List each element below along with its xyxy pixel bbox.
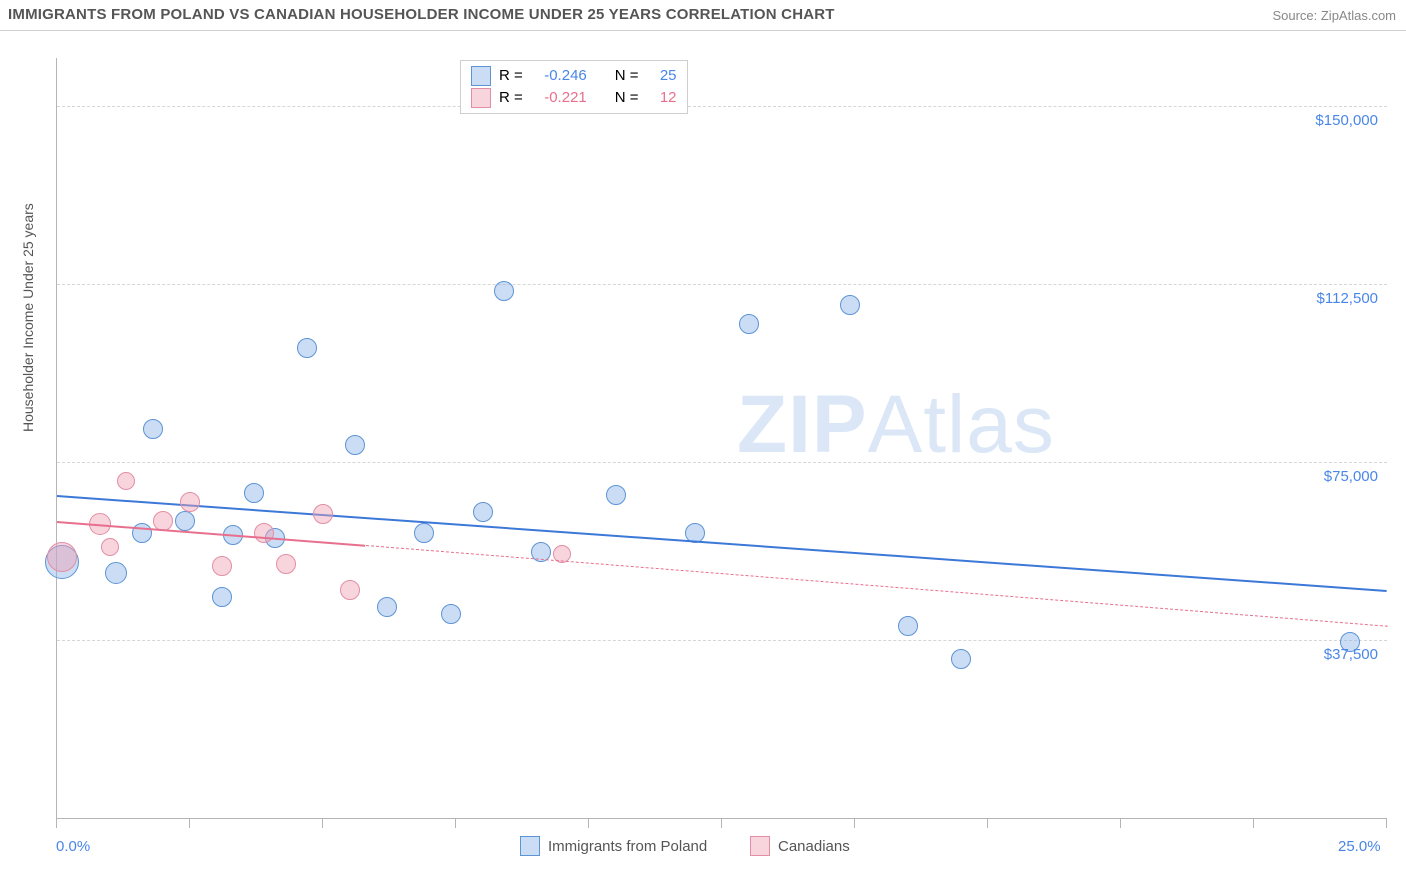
y-tick-label: $75,000 [1296, 468, 1378, 485]
legend-n-value: 12 [647, 87, 677, 109]
data-point [276, 554, 296, 574]
x-tick [322, 818, 323, 828]
x-tick [189, 818, 190, 828]
chart-title: IMMIGRANTS FROM POLAND VS CANADIAN HOUSE… [8, 6, 835, 23]
data-point [180, 492, 200, 512]
data-point [244, 483, 264, 503]
legend-n-value: 25 [647, 65, 677, 87]
data-point [175, 511, 195, 531]
data-point [101, 538, 119, 556]
gridline [57, 106, 1387, 107]
data-point [143, 419, 163, 439]
data-point [254, 523, 274, 543]
data-point [739, 314, 759, 334]
header-bar: IMMIGRANTS FROM POLAND VS CANADIAN HOUSE… [0, 0, 1406, 31]
data-point [212, 587, 232, 607]
x-tick [56, 818, 57, 828]
data-point [117, 472, 135, 490]
data-point [132, 523, 152, 543]
series-legend-item: Immigrants from Poland [520, 836, 707, 856]
x-label-left: 0.0% [56, 838, 90, 855]
x-tick [588, 818, 589, 828]
series-legend-label: Canadians [778, 838, 850, 855]
data-point [345, 435, 365, 455]
chart-source: Source: ZipAtlas.com [1272, 8, 1396, 23]
data-point [377, 597, 397, 617]
legend-swatch-icon [750, 836, 770, 856]
x-tick [455, 818, 456, 828]
data-point [494, 281, 514, 301]
legend-swatch-icon [520, 836, 540, 856]
y-axis-title: Householder Income Under 25 years [20, 203, 36, 432]
watermark: ZIPAtlas [737, 378, 1055, 472]
data-point [414, 523, 434, 543]
series-legend-item: Canadians [750, 836, 850, 856]
data-point [212, 556, 232, 576]
data-point [297, 338, 317, 358]
x-tick [1120, 818, 1121, 828]
legend-n-label: N = [615, 65, 639, 87]
series-legend-label: Immigrants from Poland [548, 838, 707, 855]
legend-row: R = -0.221 N = 12 [471, 87, 677, 109]
x-tick [1386, 818, 1387, 828]
legend-swatch-icon [471, 88, 491, 108]
trend-line [57, 495, 1387, 592]
data-point [898, 616, 918, 636]
data-point [951, 649, 971, 669]
data-point [840, 295, 860, 315]
legend-n-label: N = [615, 87, 639, 109]
legend-r-value: -0.221 [531, 87, 587, 109]
x-tick [721, 818, 722, 828]
x-label-right: 25.0% [1338, 838, 1381, 855]
y-tick-label: $37,500 [1296, 646, 1378, 663]
scatter-plot: ZIPAtlas [56, 58, 1387, 819]
y-tick-label: $112,500 [1296, 290, 1378, 307]
x-tick [854, 818, 855, 828]
correlation-legend: R = -0.246 N = 25 R = -0.221 N = 12 [460, 60, 688, 114]
legend-r-value: -0.246 [531, 65, 587, 87]
trend-line [366, 545, 1388, 627]
legend-r-label: R = [499, 65, 523, 87]
gridline [57, 284, 1387, 285]
gridline [57, 640, 1387, 641]
gridline [57, 462, 1387, 463]
data-point [340, 580, 360, 600]
data-point [441, 604, 461, 624]
legend-r-label: R = [499, 87, 523, 109]
data-point [473, 502, 493, 522]
data-point [105, 562, 127, 584]
data-point [606, 485, 626, 505]
watermark-atlas: Atlas [868, 379, 1055, 470]
legend-swatch-icon [471, 66, 491, 86]
x-tick [1253, 818, 1254, 828]
data-point [313, 504, 333, 524]
watermark-zip: ZIP [737, 379, 868, 470]
legend-row: R = -0.246 N = 25 [471, 65, 677, 87]
x-tick [987, 818, 988, 828]
y-tick-label: $150,000 [1296, 112, 1378, 129]
data-point [47, 542, 77, 572]
